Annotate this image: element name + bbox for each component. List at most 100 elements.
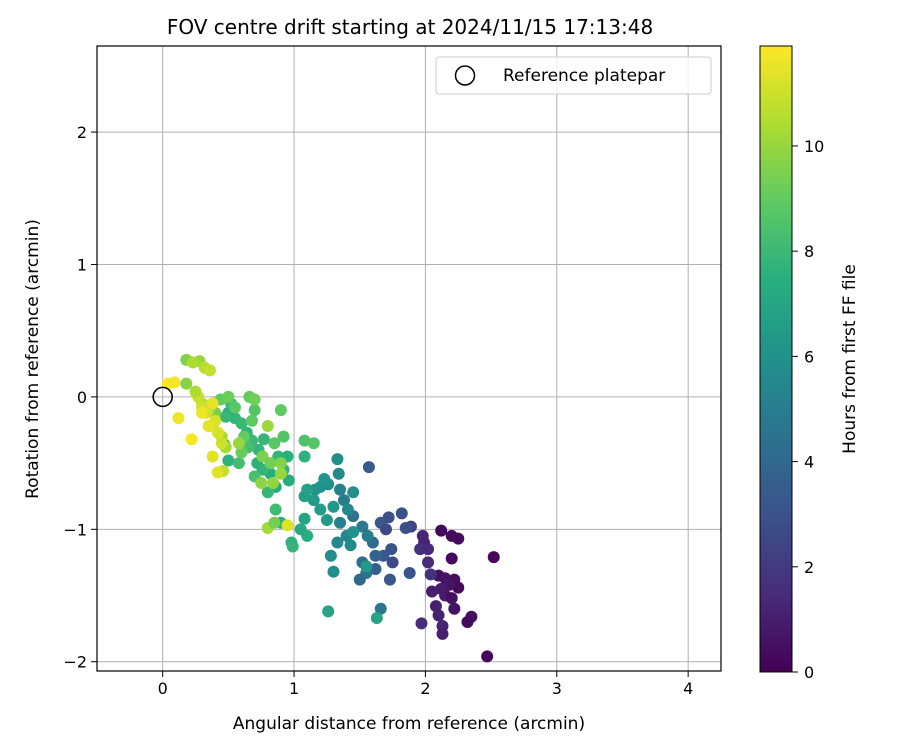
data-point <box>286 540 299 553</box>
data-point <box>487 551 500 564</box>
data-point <box>386 556 399 569</box>
data-point <box>301 529 314 542</box>
data-point <box>168 376 181 389</box>
reference-marker-layer <box>152 386 173 408</box>
data-point <box>267 476 280 489</box>
x-tick-label: 2 <box>420 679 430 698</box>
y-tick-label: −1 <box>63 520 87 539</box>
data-point <box>268 516 281 529</box>
data-point <box>235 446 248 459</box>
data-point <box>186 356 199 369</box>
data-point <box>248 393 261 406</box>
y-axis-ticks: −2 −1 0 1 2 <box>63 123 97 672</box>
colorbar-label: Hours from first FF file <box>840 264 860 454</box>
data-point <box>196 406 209 419</box>
data-point <box>370 612 383 625</box>
data-point <box>228 401 241 414</box>
data-point <box>347 525 360 538</box>
data-point <box>361 529 374 542</box>
legend-open-circle-marker <box>454 65 476 86</box>
y-tick-label: 1 <box>77 255 87 274</box>
data-point <box>268 437 281 450</box>
data-point <box>211 426 224 439</box>
data-point <box>274 457 287 470</box>
data-point <box>380 523 393 536</box>
data-point <box>481 650 494 663</box>
data-point <box>435 524 448 537</box>
data-point <box>307 494 320 507</box>
data-point <box>360 560 373 573</box>
data-point <box>331 536 344 549</box>
data-point <box>206 397 219 410</box>
data-points <box>161 353 500 663</box>
data-point <box>403 567 416 580</box>
legend-label-reference-platepar: Reference platepar <box>503 66 665 86</box>
data-point <box>202 420 215 433</box>
data-point <box>344 539 357 552</box>
data-point <box>322 605 335 618</box>
data-point <box>347 486 360 499</box>
y-tick-label: 0 <box>77 388 87 407</box>
data-point <box>255 476 268 489</box>
data-point <box>277 430 290 443</box>
data-point <box>399 521 412 534</box>
data-point <box>341 503 354 516</box>
y-tick-label: −2 <box>63 653 87 672</box>
data-point <box>219 410 232 423</box>
data-point <box>448 602 461 615</box>
data-point <box>429 600 442 613</box>
colorbar-tick-label: 10 <box>804 137 824 156</box>
data-point <box>232 457 245 470</box>
data-point <box>452 581 465 594</box>
x-axis-ticks: 0 1 2 3 4 <box>158 671 693 698</box>
data-point <box>298 512 311 525</box>
data-point <box>222 390 235 403</box>
data-point <box>369 549 382 562</box>
y-axis-label: Rotation from reference (arcmin) <box>23 219 43 499</box>
legend: Reference platepar <box>435 56 712 95</box>
data-point <box>422 543 435 556</box>
y-tick-label: 2 <box>77 123 87 142</box>
data-point <box>445 592 458 605</box>
x-tick-label: 3 <box>552 679 562 698</box>
colorbar-tick-label: 6 <box>804 347 814 366</box>
data-point <box>436 627 449 640</box>
data-point <box>452 532 465 545</box>
colorbar-gradient <box>759 45 793 673</box>
data-point <box>334 483 347 496</box>
data-point <box>395 507 408 520</box>
data-point <box>337 494 350 507</box>
x-tick-label: 4 <box>683 679 693 698</box>
data-point <box>256 450 269 463</box>
colorbar-tick-label: 4 <box>804 453 814 472</box>
data-point <box>356 520 369 533</box>
data-point <box>445 552 458 565</box>
data-point <box>324 549 337 562</box>
data-point <box>264 457 277 470</box>
data-point <box>432 609 445 622</box>
data-point <box>211 466 224 479</box>
data-point <box>257 433 270 446</box>
data-point <box>422 556 435 569</box>
data-point <box>332 467 345 480</box>
data-point <box>215 437 228 450</box>
data-point <box>274 467 287 480</box>
colorbar: 0 2 4 6 8 10 Hours from first FF file <box>759 45 860 682</box>
data-point <box>307 437 320 450</box>
data-point <box>374 602 387 615</box>
data-point <box>206 450 219 463</box>
grid <box>97 46 721 671</box>
data-point <box>334 516 347 529</box>
x-tick-label: 1 <box>289 679 299 698</box>
legend-box <box>435 56 712 95</box>
data-point <box>172 412 185 425</box>
data-point <box>362 461 375 474</box>
data-point <box>232 437 245 450</box>
colorbar-ticks: 0 2 4 6 8 10 <box>792 137 824 682</box>
data-point <box>189 385 202 398</box>
x-tick-label: 0 <box>158 679 168 698</box>
data-point <box>327 500 340 513</box>
data-point <box>282 474 295 487</box>
data-point <box>353 573 366 586</box>
data-point <box>248 404 261 417</box>
